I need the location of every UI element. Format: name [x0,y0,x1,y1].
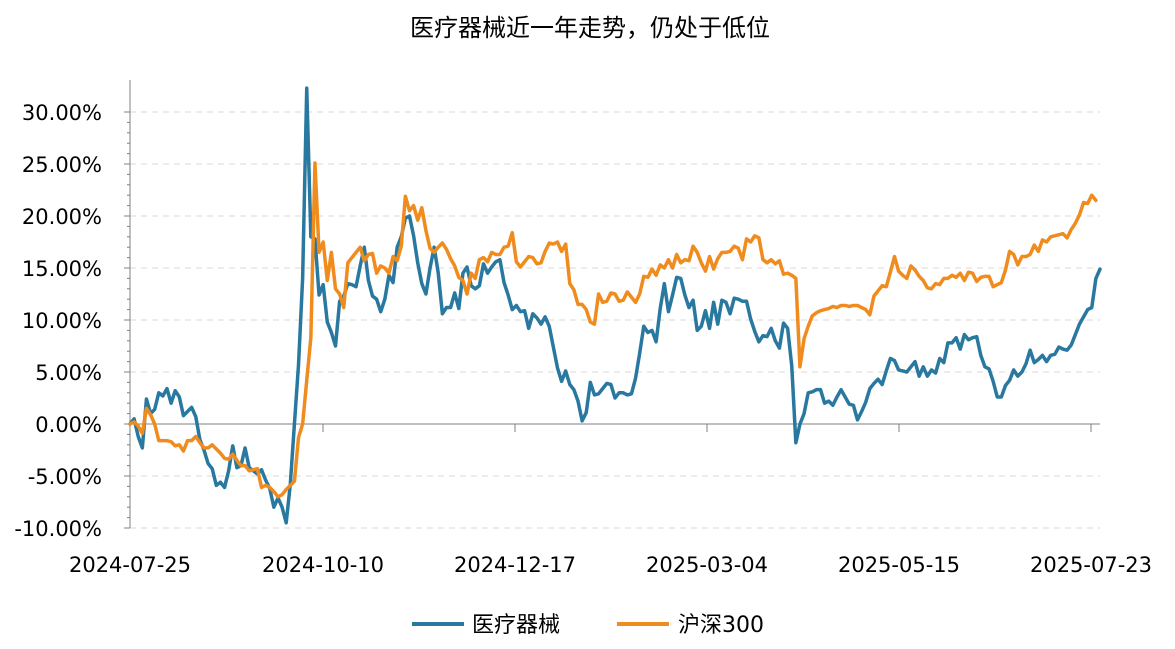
y-tick-label: 0.00% [35,413,102,437]
y-tick-label: 30.00% [22,101,102,125]
y-tick-label: 20.00% [22,205,102,229]
y-tick-label: 5.00% [35,361,102,385]
axes [124,80,1100,529]
chart-title: 医疗器械近一年走势，仍处于低位 [410,14,770,42]
legend: 医疗器械 沪深300 [412,613,764,638]
series-line-csi300 [128,161,1098,499]
x-tick-label: 2025-03-04 [646,553,768,577]
y-tick-label: -5.00% [28,465,102,489]
x-tick-label: 2025-07-23 [1030,553,1152,577]
y-tick-label: 25.00% [22,153,102,177]
gridlines [130,111,1100,529]
x-axis-tick-labels: 2024-07-25 2024-10-10 2024-12-17 2025-03-04… [69,553,1152,577]
legend-label: 沪深300 [678,613,764,638]
y-tick-label: 15.00% [22,257,102,281]
x-tick-label: 2024-07-25 [69,553,191,577]
series-line-medical-devices [128,86,1102,525]
x-tick-label: 2025-05-15 [838,553,960,577]
x-tick-label: 2024-10-10 [262,553,384,577]
series-lines [128,86,1102,525]
y-axis-tick-labels: 30.00% 25.00% 20.00% 15.00% 10.00% 5.00% 0.00%… [14,101,102,541]
y-tick-label: 10.00% [22,309,102,333]
legend-label: 医疗器械 [472,613,560,638]
x-tick-label: 2024-12-17 [454,553,576,577]
y-tick-label: -10.00% [14,517,102,541]
